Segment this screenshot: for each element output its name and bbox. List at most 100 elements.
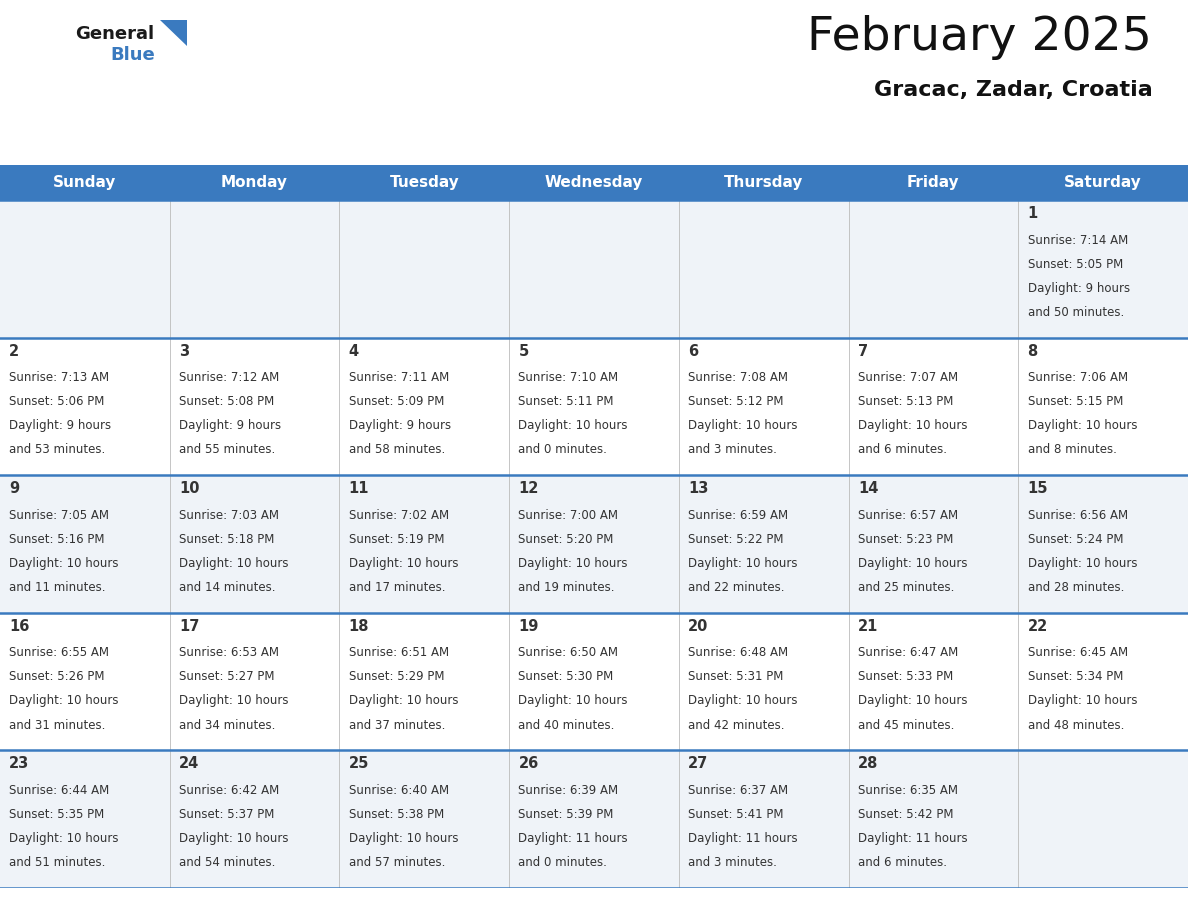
Text: Daylight: 10 hours: Daylight: 10 hours [179, 832, 289, 845]
Text: Daylight: 10 hours: Daylight: 10 hours [688, 695, 797, 708]
Text: Sunrise: 6:44 AM: Sunrise: 6:44 AM [10, 784, 109, 797]
Text: 15: 15 [1028, 481, 1048, 497]
Text: Sunrise: 7:03 AM: Sunrise: 7:03 AM [179, 509, 279, 521]
Text: Daylight: 10 hours: Daylight: 10 hours [10, 557, 119, 570]
Text: 16: 16 [10, 619, 30, 633]
Text: Sunset: 5:31 PM: Sunset: 5:31 PM [688, 670, 784, 683]
Text: and 55 minutes.: and 55 minutes. [179, 443, 276, 456]
Text: and 37 minutes.: and 37 minutes. [349, 719, 446, 732]
Text: 8: 8 [1028, 343, 1038, 359]
Text: Daylight: 11 hours: Daylight: 11 hours [858, 832, 967, 845]
Text: Sunset: 5:22 PM: Sunset: 5:22 PM [688, 532, 784, 546]
Text: Daylight: 10 hours: Daylight: 10 hours [858, 420, 967, 432]
Text: Sunset: 5:09 PM: Sunset: 5:09 PM [349, 396, 444, 409]
Text: Sunset: 5:30 PM: Sunset: 5:30 PM [518, 670, 614, 683]
Bar [0, 613, 1188, 750]
Text: and 0 minutes.: and 0 minutes. [518, 856, 607, 869]
Text: and 34 minutes.: and 34 minutes. [179, 719, 276, 732]
Text: and 3 minutes.: and 3 minutes. [688, 856, 777, 869]
Text: Sunrise: 7:13 AM: Sunrise: 7:13 AM [10, 371, 109, 384]
Text: and 42 minutes.: and 42 minutes. [688, 719, 785, 732]
Text: 13: 13 [688, 481, 708, 497]
Text: Sunset: 5:39 PM: Sunset: 5:39 PM [518, 808, 614, 821]
Text: Daylight: 10 hours: Daylight: 10 hours [518, 695, 628, 708]
Text: Sunset: 5:42 PM: Sunset: 5:42 PM [858, 808, 954, 821]
Text: Sunrise: 7:12 AM: Sunrise: 7:12 AM [179, 371, 279, 384]
Text: Sunset: 5:11 PM: Sunset: 5:11 PM [518, 396, 614, 409]
Text: Sunset: 5:08 PM: Sunset: 5:08 PM [179, 396, 274, 409]
Text: 14: 14 [858, 481, 878, 497]
Text: Sunrise: 6:56 AM: Sunrise: 6:56 AM [1028, 509, 1127, 521]
Text: and 57 minutes.: and 57 minutes. [349, 856, 446, 869]
Text: 27: 27 [688, 756, 708, 771]
Text: Daylight: 11 hours: Daylight: 11 hours [688, 832, 798, 845]
Text: Saturday: Saturday [1064, 175, 1142, 190]
Text: February 2025: February 2025 [808, 15, 1152, 60]
Text: Sunrise: 7:07 AM: Sunrise: 7:07 AM [858, 371, 958, 384]
Text: Monday: Monday [221, 175, 287, 190]
Text: Sunset: 5:20 PM: Sunset: 5:20 PM [518, 532, 614, 546]
Text: Blue: Blue [110, 46, 156, 64]
Text: Sunset: 5:37 PM: Sunset: 5:37 PM [179, 808, 274, 821]
Text: and 48 minutes.: and 48 minutes. [1028, 719, 1124, 732]
Text: Daylight: 10 hours: Daylight: 10 hours [1028, 695, 1137, 708]
Text: and 3 minutes.: and 3 minutes. [688, 443, 777, 456]
Text: Daylight: 9 hours: Daylight: 9 hours [179, 420, 282, 432]
Text: Daylight: 10 hours: Daylight: 10 hours [1028, 420, 1137, 432]
Text: Sunrise: 6:47 AM: Sunrise: 6:47 AM [858, 646, 959, 659]
Text: 5: 5 [518, 343, 529, 359]
Text: Sunrise: 6:50 AM: Sunrise: 6:50 AM [518, 646, 619, 659]
Text: Sunset: 5:13 PM: Sunset: 5:13 PM [858, 396, 953, 409]
Text: and 11 minutes.: and 11 minutes. [10, 581, 106, 594]
Text: Sunrise: 7:05 AM: Sunrise: 7:05 AM [10, 509, 109, 521]
Bar [0, 476, 1188, 613]
Bar [0, 165, 1188, 200]
Text: and 58 minutes.: and 58 minutes. [349, 443, 446, 456]
Text: 2: 2 [10, 343, 19, 359]
Text: Daylight: 10 hours: Daylight: 10 hours [179, 695, 289, 708]
Text: Sunset: 5:35 PM: Sunset: 5:35 PM [10, 808, 105, 821]
Text: Daylight: 10 hours: Daylight: 10 hours [688, 557, 797, 570]
Text: Daylight: 10 hours: Daylight: 10 hours [858, 695, 967, 708]
Bar [0, 750, 1188, 888]
Text: Sunset: 5:33 PM: Sunset: 5:33 PM [858, 670, 953, 683]
Text: Sunrise: 6:48 AM: Sunrise: 6:48 AM [688, 646, 789, 659]
Bar [0, 338, 1188, 476]
Text: Daylight: 10 hours: Daylight: 10 hours [518, 420, 628, 432]
Text: and 19 minutes.: and 19 minutes. [518, 581, 615, 594]
Text: 10: 10 [179, 481, 200, 497]
Text: Daylight: 9 hours: Daylight: 9 hours [1028, 282, 1130, 295]
Text: Sunset: 5:15 PM: Sunset: 5:15 PM [1028, 396, 1123, 409]
Text: and 53 minutes.: and 53 minutes. [10, 443, 106, 456]
Text: and 0 minutes.: and 0 minutes. [518, 443, 607, 456]
Text: 23: 23 [10, 756, 30, 771]
Text: Daylight: 10 hours: Daylight: 10 hours [349, 695, 459, 708]
Text: Sunrise: 6:53 AM: Sunrise: 6:53 AM [179, 646, 279, 659]
Text: General: General [75, 25, 154, 43]
Text: Daylight: 9 hours: Daylight: 9 hours [349, 420, 451, 432]
Text: Sunrise: 6:45 AM: Sunrise: 6:45 AM [1028, 646, 1127, 659]
Text: Daylight: 10 hours: Daylight: 10 hours [349, 832, 459, 845]
Text: Sunset: 5:26 PM: Sunset: 5:26 PM [10, 670, 105, 683]
Text: and 25 minutes.: and 25 minutes. [858, 581, 954, 594]
Text: and 22 minutes.: and 22 minutes. [688, 581, 785, 594]
Bar [0, 200, 1188, 338]
Text: Sunrise: 7:02 AM: Sunrise: 7:02 AM [349, 509, 449, 521]
Text: Sunrise: 6:42 AM: Sunrise: 6:42 AM [179, 784, 279, 797]
Text: 11: 11 [349, 481, 369, 497]
Text: Sunrise: 6:51 AM: Sunrise: 6:51 AM [349, 646, 449, 659]
Text: Sunrise: 6:57 AM: Sunrise: 6:57 AM [858, 509, 958, 521]
Text: Sunrise: 6:39 AM: Sunrise: 6:39 AM [518, 784, 619, 797]
Text: Sunset: 5:24 PM: Sunset: 5:24 PM [1028, 532, 1123, 546]
Text: Daylight: 10 hours: Daylight: 10 hours [10, 832, 119, 845]
Text: Sunset: 5:18 PM: Sunset: 5:18 PM [179, 532, 274, 546]
Text: Wednesday: Wednesday [545, 175, 643, 190]
Text: Sunrise: 7:08 AM: Sunrise: 7:08 AM [688, 371, 788, 384]
Text: Daylight: 9 hours: Daylight: 9 hours [10, 420, 112, 432]
Text: 19: 19 [518, 619, 539, 633]
Text: Sunday: Sunday [53, 175, 116, 190]
Text: Daylight: 10 hours: Daylight: 10 hours [10, 695, 119, 708]
Text: Sunrise: 6:37 AM: Sunrise: 6:37 AM [688, 784, 789, 797]
Text: and 50 minutes.: and 50 minutes. [1028, 306, 1124, 319]
Text: 22: 22 [1028, 619, 1048, 633]
